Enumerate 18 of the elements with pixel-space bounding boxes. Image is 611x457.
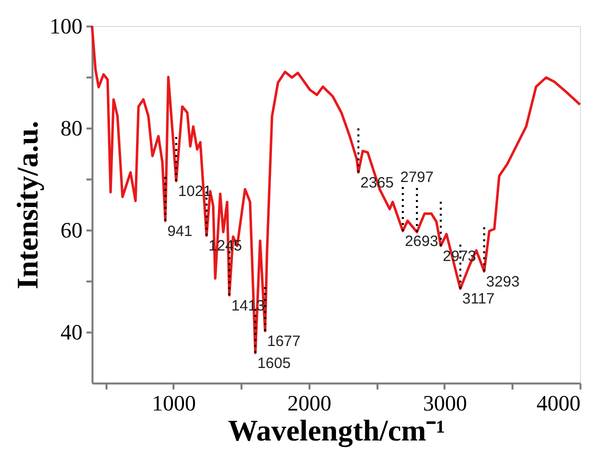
y-axis-title: Intensity/a.u. xyxy=(12,120,44,290)
annotation: 2693 xyxy=(404,233,438,250)
annotation: 3293 xyxy=(486,273,520,290)
x-tick-label: 1000 xyxy=(152,390,196,416)
annotation: 2797 xyxy=(400,169,434,186)
x-tick-label: 3000 xyxy=(422,390,467,416)
y-tick-label: 80 xyxy=(60,116,82,140)
x-axis-title: Wavelength/cm⁻¹ xyxy=(228,414,446,448)
y-tick-label: 60 xyxy=(60,218,82,242)
annotation: 1677 xyxy=(267,332,300,350)
line-series xyxy=(90,24,582,354)
annotation: 1605 xyxy=(257,354,291,372)
annotation: 941 xyxy=(167,222,192,240)
annotation: 3117 xyxy=(462,290,495,308)
y-tick-label: 100 xyxy=(50,14,82,38)
y-tick-label: 40 xyxy=(60,320,82,344)
x-tick-label: 2000 xyxy=(287,390,332,416)
x-tick-label: 4000 xyxy=(536,390,580,416)
